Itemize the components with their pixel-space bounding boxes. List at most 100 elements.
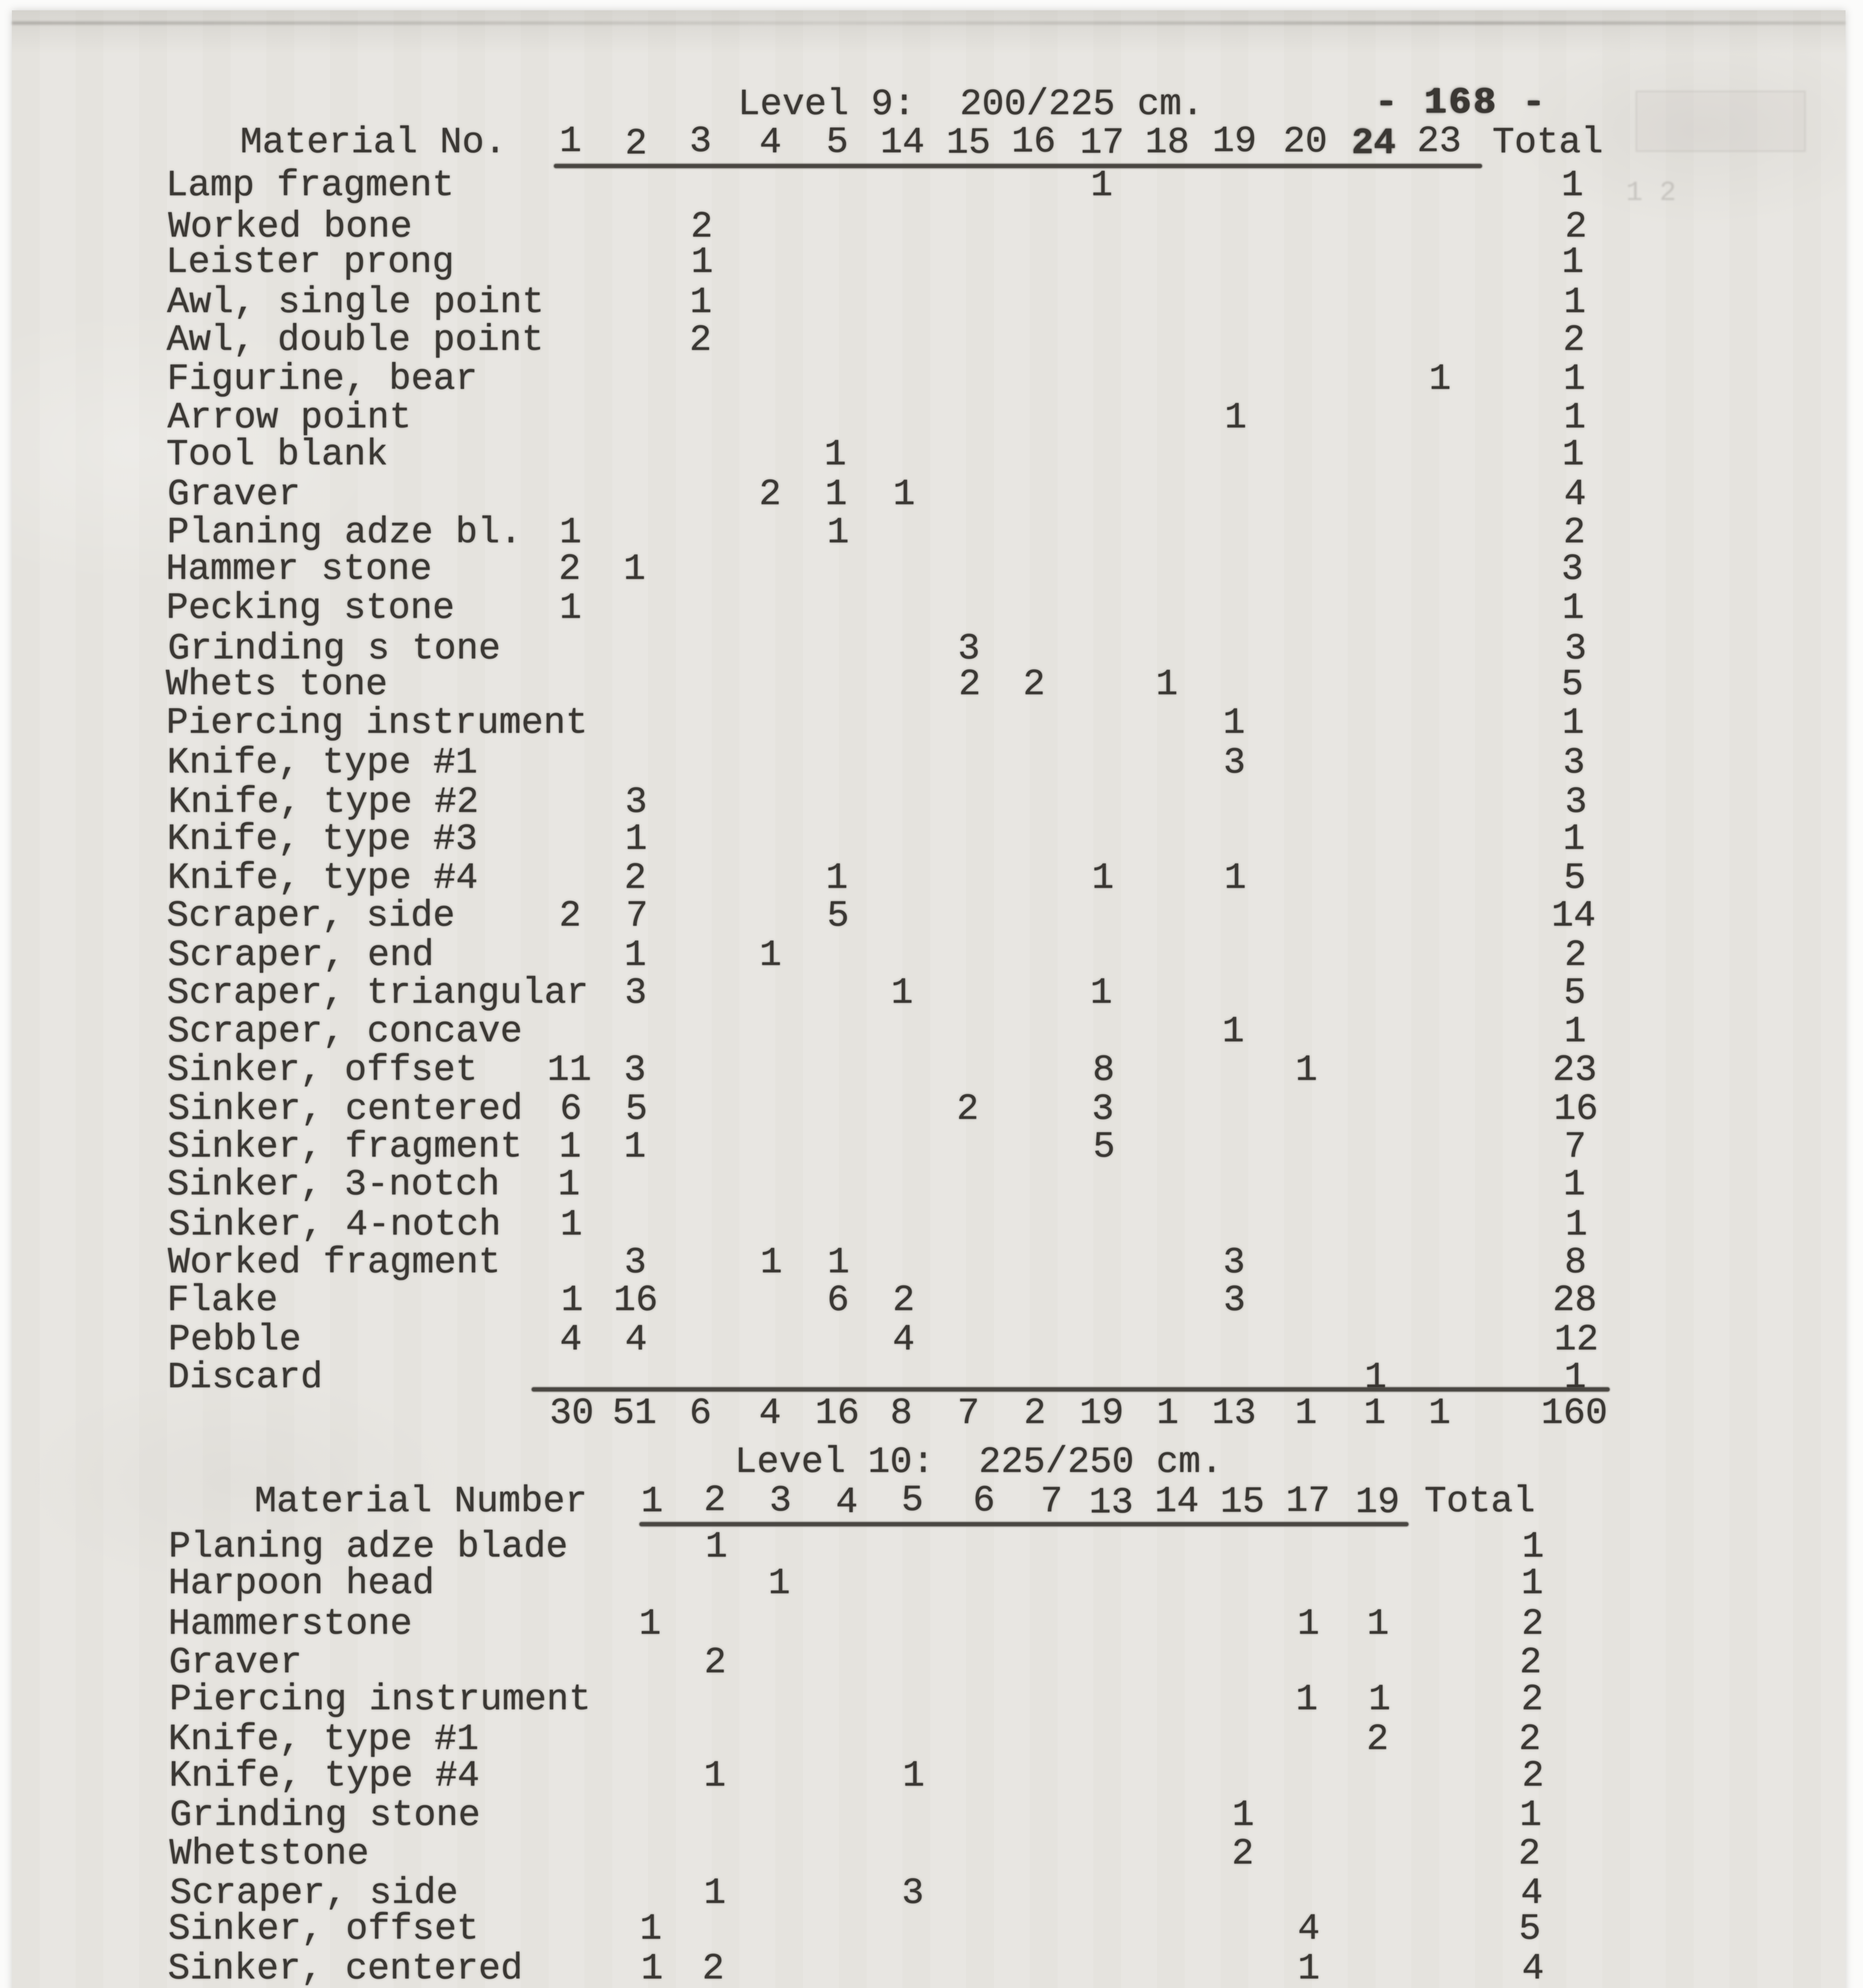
cell-value: 1: [1223, 702, 1245, 744]
row-label: Sinker, 3-notch: [167, 1164, 500, 1206]
column-header: 20: [1283, 121, 1327, 163]
row-total: 1: [1521, 1562, 1543, 1604]
cell-value: 3: [902, 1872, 924, 1914]
column-total: 7: [957, 1392, 980, 1434]
row-label: Figurine, bear: [167, 358, 478, 400]
column-header: 19: [1212, 120, 1257, 162]
cell-value: 3: [625, 781, 647, 823]
row-total: 14: [1551, 895, 1596, 937]
row-total: 2: [1518, 1833, 1541, 1875]
cell-value: 1: [1295, 1049, 1318, 1091]
row-label: Knife, type #1: [167, 742, 478, 784]
column-header: 3: [769, 1480, 792, 1522]
total-column-header: Total: [1492, 122, 1603, 163]
column-total: 51: [612, 1392, 657, 1434]
row-label: Worked bone: [168, 206, 412, 248]
row-total: 1: [1564, 281, 1586, 323]
cell-value: 1: [559, 587, 582, 629]
cell-value: 1: [625, 818, 647, 860]
totals-rule: [532, 1387, 1610, 1392]
column-header: 19: [1355, 1481, 1400, 1523]
row-label: Planing adze blade: [169, 1526, 568, 1568]
row-total: 2: [1522, 1755, 1544, 1797]
row-label: Hammer stone: [166, 548, 432, 590]
cell-value: 6: [827, 1279, 849, 1321]
row-total: 1: [1563, 1164, 1585, 1206]
table1-title: Level 9: 200/225 cm.: [738, 83, 1204, 125]
cell-value: 1: [893, 474, 915, 515]
row-label: Piercing instrument: [169, 1679, 591, 1720]
column-total: 16: [815, 1392, 860, 1434]
cell-value: 2: [1366, 1718, 1389, 1760]
row-label: Scraper, side: [167, 895, 455, 937]
cell-value: 2: [624, 857, 646, 899]
cell-value: 1: [1092, 857, 1114, 899]
column-header: 1: [641, 1481, 663, 1522]
cell-value: 1: [827, 1242, 850, 1283]
cell-value: 2: [957, 1088, 979, 1130]
row-label: Awl, single point: [167, 281, 544, 323]
cell-value: 1: [1091, 165, 1113, 206]
row-total: 2: [1564, 934, 1587, 976]
column-header: 23: [1417, 120, 1461, 162]
header-underline: [639, 1522, 1409, 1526]
row-label: Scraper, triangular: [167, 972, 589, 1014]
column-header: 4: [836, 1481, 858, 1523]
column-header: 17: [1080, 122, 1124, 164]
column-header: 1: [559, 120, 582, 162]
cell-value: 1: [1429, 358, 1451, 400]
cell-value: 1: [759, 934, 782, 976]
column-header: 5: [826, 121, 848, 163]
row-total: 2: [1565, 206, 1587, 248]
row-label: Knife, type #4: [169, 1755, 480, 1797]
material-header-label: Material Number: [254, 1481, 588, 1522]
row-label: Sinker, centered: [168, 1088, 523, 1130]
cell-value: 1: [1090, 972, 1112, 1014]
cell-value: 11: [547, 1049, 592, 1091]
cell-value: 1: [760, 1242, 782, 1283]
cell-value: 1: [705, 1526, 728, 1568]
column-header: 6: [973, 1480, 995, 1522]
cell-value: 1: [624, 1126, 646, 1168]
row-total: 2: [1521, 1603, 1544, 1645]
row-label: Scraper, end: [168, 934, 434, 976]
cell-value: 6: [560, 1088, 582, 1130]
row-total: 1: [1522, 1526, 1544, 1568]
row-label: Knife, type #4: [167, 857, 478, 899]
cell-value: 2: [559, 548, 581, 590]
cell-value: 1: [1297, 1603, 1320, 1645]
column-header: 13: [1089, 1482, 1133, 1524]
cell-value: 4: [893, 1319, 915, 1361]
row-total: 2: [1520, 1641, 1542, 1683]
cell-value: 1: [691, 241, 713, 283]
cell-value: 1: [704, 1755, 726, 1797]
row-total: 4: [1522, 1947, 1544, 1988]
grand-total: 160: [1541, 1392, 1608, 1434]
row-total: 1: [1520, 1794, 1542, 1836]
row-label: Whetstone: [169, 1833, 369, 1875]
row-total: 3: [1565, 781, 1587, 823]
cell-value: 1: [1224, 857, 1246, 899]
cell-value: 1: [824, 433, 846, 476]
cell-value: 1: [623, 548, 646, 590]
cell-value: 1: [558, 1164, 580, 1206]
row-total: 1: [1562, 702, 1584, 744]
row-label: Tool blank: [166, 433, 388, 476]
cell-value: 1: [704, 1872, 726, 1914]
row-total: 7: [1564, 1126, 1586, 1168]
row-label: Sinker, offset: [168, 1908, 479, 1950]
row-label: Sinker, fragment: [167, 1126, 522, 1168]
cell-value: 4: [560, 1319, 582, 1361]
table2-title: Level 10: 225/250 cm.: [735, 1441, 1223, 1483]
row-label: Piercing instrument: [166, 702, 588, 744]
cell-value: 5: [827, 895, 849, 937]
cell-value: 1: [1296, 1679, 1318, 1720]
column-header: 15: [946, 122, 991, 164]
column-total: 4: [759, 1392, 781, 1434]
cell-value: 3: [1092, 1088, 1114, 1130]
cell-value: 1: [1367, 1603, 1389, 1645]
column-header: 7: [1040, 1481, 1063, 1522]
row-label: Knife, type #1: [168, 1718, 479, 1760]
row-total: 5: [1519, 1908, 1541, 1950]
